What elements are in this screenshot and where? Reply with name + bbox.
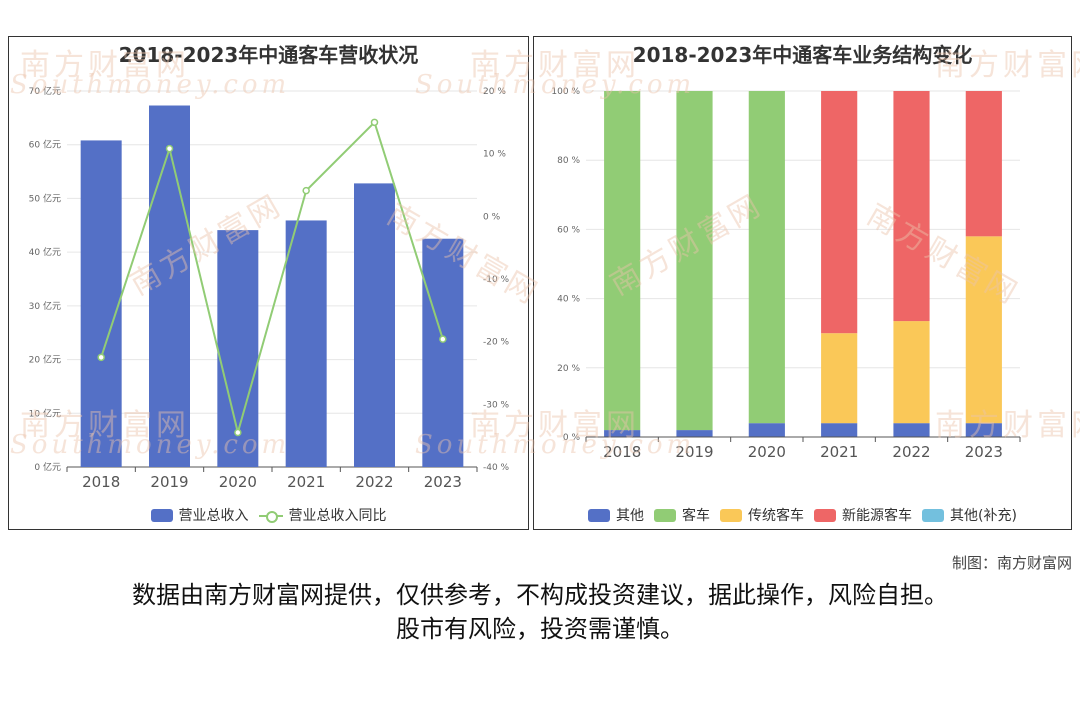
disclaimer-line: 数据由南方财富网提供，仅供参考，不构成投资建议，据此操作，风险自担。	[132, 581, 948, 609]
y2-tick-label: -10 %	[483, 275, 510, 285]
x-tick-label: 2018	[603, 443, 641, 461]
yoy-point	[234, 428, 242, 437]
y2-tick-label: 20 %	[483, 87, 506, 97]
yoy-point	[302, 186, 310, 195]
legend-item-yoy[interactable]: 营业总收入同比	[258, 505, 387, 525]
stack-segment	[748, 423, 785, 437]
yoy-point	[97, 353, 105, 362]
legend-swatch-line	[258, 509, 283, 523]
stack-segment	[893, 423, 930, 437]
y-tick-label: 80 %	[557, 156, 580, 166]
chart-legend: 营业总收入 营业总收入同比	[9, 505, 528, 525]
yoy-point	[370, 118, 379, 127]
chart-title: 2018-2023年中通客车业务结构变化	[632, 43, 973, 67]
legend-label: 传统客车	[748, 508, 805, 524]
revenue-chart-panel: 2018-2023年中通客车营收状况 0 亿元 10 亿元 20 亿元 30 亿元 40…	[8, 36, 529, 530]
disclaimer-line: 股市有风险，投资需谨慎。	[396, 615, 684, 643]
y-tick-label: 40 %	[557, 295, 580, 305]
chart-title: 2018-2023年中通客车营收状况	[118, 43, 419, 67]
y-tick-label: 40 亿元	[29, 246, 61, 258]
stack-segment	[965, 236, 1002, 424]
y-tick-label: 20 %	[557, 364, 580, 374]
stack-segment	[965, 91, 1002, 237]
y2-tick-label: 0 %	[483, 212, 501, 222]
legend-label: 客车	[682, 508, 711, 524]
x-tick-label: 2018	[82, 473, 120, 491]
stack-segment	[965, 423, 1002, 437]
y2-tick-label: 10 %	[483, 150, 506, 160]
x-tick-label: 2019	[675, 443, 713, 461]
legend-swatch	[654, 508, 677, 522]
yoy-line	[100, 120, 444, 437]
stack-segment	[604, 430, 641, 437]
y-tick-label: 50 亿元	[29, 192, 61, 204]
revenue-bar	[149, 105, 190, 467]
legend-swatch-bar	[150, 508, 173, 522]
y-tick-label: 10 亿元	[29, 407, 61, 419]
stack-segment	[821, 91, 858, 334]
y-tick-label: 20 亿元	[29, 354, 61, 366]
y-tick-label: 0 亿元	[34, 461, 61, 473]
y2-tick-label: -20 %	[483, 338, 510, 348]
y-tick-label: 60 %	[557, 225, 580, 235]
revenue-bar	[217, 230, 259, 467]
x-tick-label: 2021	[287, 473, 325, 491]
stack-segment	[604, 91, 641, 431]
revenue-bar	[80, 140, 122, 467]
y-tick-label: 0 %	[563, 433, 581, 443]
revenue-bar	[422, 238, 464, 467]
legend-label: 其他	[616, 508, 645, 524]
y-tick-label: 30 亿元	[29, 300, 61, 312]
x-tick-label: 2019	[150, 473, 188, 491]
revenue-bar	[285, 220, 327, 467]
legend-swatch	[922, 508, 945, 522]
stack-segment	[748, 91, 785, 424]
chart-credit: 制图：南方财富网	[951, 554, 1072, 572]
revenue-chart-svg: 0 亿元 10 亿元 20 亿元 30 亿元 40 亿元 50 亿元 60 亿元 70 亿元 -…	[29, 85, 510, 491]
stack-segment	[821, 333, 858, 424]
legend-item-bus[interactable]: 客车	[654, 505, 710, 525]
legend-item-other-supplement[interactable]: 其他(补充)	[922, 505, 1017, 525]
stack-segment	[676, 430, 713, 437]
structure-chart-svg: 0 % 20 % 40 % 60 % 80 % 100 % 2018 2019 2020 2021…	[551, 87, 1021, 461]
structure-chart-panel: 2018-2023年中通客车业务结构变化 0 % 20 % 40 % 60 % 80 %…	[533, 36, 1072, 530]
stack-segment	[893, 321, 930, 424]
legend-label: 营业总收入	[178, 508, 249, 524]
x-tick-label: 2023	[965, 443, 1003, 461]
yoy-point	[439, 335, 447, 343]
y2-tick-label: -30 %	[483, 400, 510, 410]
legend-label: 营业总收入同比	[288, 508, 387, 524]
legend-item-new-energy-bus[interactable]: 新能源客车	[814, 505, 912, 525]
disclaimer: 数据由南方财富网提供，仅供参考，不构成投资建议，据此操作，风险自担。 股市有风险…	[0, 578, 1080, 646]
yoy-point	[165, 144, 174, 153]
chart-legend: 其他 客车 传统客车 新能源客车 其他(补充)	[534, 505, 1071, 525]
y-tick-label: 60 亿元	[29, 139, 61, 151]
x-tick-label: 2023	[424, 473, 462, 491]
x-tick-label: 2022	[355, 473, 393, 491]
stack-segment	[821, 423, 858, 437]
legend-swatch	[720, 508, 743, 522]
x-tick-label: 2021	[820, 443, 858, 461]
revenue-bar	[354, 183, 395, 468]
y-tick-label: 100 %	[551, 87, 580, 97]
legend-swatch	[588, 508, 611, 522]
legend-item-other[interactable]: 其他	[588, 505, 644, 525]
stack-segment	[893, 91, 930, 322]
legend-item-revenue[interactable]: 营业总收入	[150, 505, 249, 525]
stack-segment	[676, 91, 713, 431]
y-tick-label: 70 亿元	[29, 85, 61, 97]
legend-label: 新能源客车	[842, 508, 913, 524]
legend-item-traditional-bus[interactable]: 传统客车	[720, 505, 804, 525]
x-tick-label: 2020	[748, 443, 786, 461]
legend-swatch	[814, 508, 837, 522]
x-tick-label: 2022	[892, 443, 930, 461]
x-tick-label: 2020	[219, 473, 257, 491]
y2-tick-label: -40 %	[483, 463, 510, 473]
legend-label: 其他(补充)	[950, 508, 1017, 524]
